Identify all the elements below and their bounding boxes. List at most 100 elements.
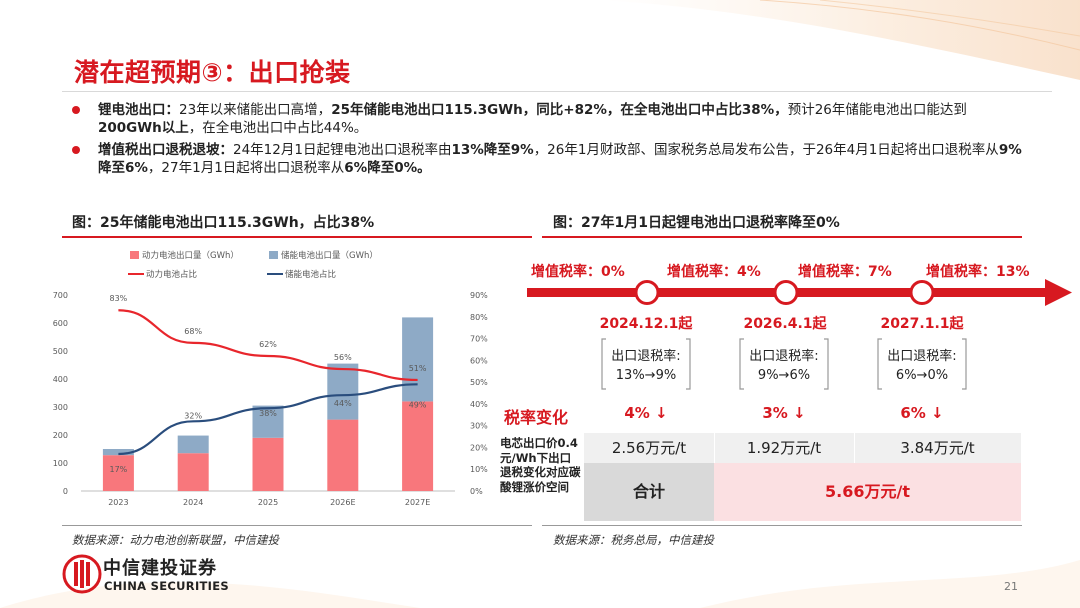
data-label-power-share: 51% <box>409 364 427 373</box>
price-cell: 3.84万元/t <box>900 439 975 457</box>
bullet-text: ，27年1月1日起将出口退税率从 <box>147 160 345 176</box>
bar-power <box>252 437 284 491</box>
left-source-rule <box>62 525 532 526</box>
bullet-text: 24年12月1日起锂电池出口退税率由 <box>233 142 452 158</box>
line-power-share <box>118 309 418 382</box>
left-axis-tick: 700 <box>53 291 68 300</box>
right-axis-tick: 0% <box>470 487 483 496</box>
refund-callout: 出口退税率: 9%→6% <box>738 337 830 391</box>
bullet-export: 锂电池出口：23年以来储能出口高增，25年储能电池出口115.3GWh，同比+8… <box>70 101 1030 137</box>
bullet-tax: 增值税出口退税退坡：24年12月1日起锂电池出口退税率由13%降至9%，26年1… <box>70 141 1030 177</box>
china-securities-logo-icon <box>62 554 102 594</box>
bullet-text: ，在全电池出口中占比44%。 <box>188 120 368 136</box>
right-figure-title: 图：27年1月1日起锂电池出口退税率降至0% <box>553 215 840 231</box>
timeline-arrow <box>527 279 1072 306</box>
callout-bracket <box>877 338 967 390</box>
bullet-lead: 锂电池出口： <box>98 102 179 118</box>
left-axis-tick: 100 <box>53 459 68 468</box>
data-label-storage-share: 17% <box>110 465 128 474</box>
right-axis-tick: 60% <box>470 356 488 365</box>
logo-text-en: CHINA SECURITIES <box>104 579 229 593</box>
milestone-date: 2027.1.1起 <box>880 316 964 332</box>
left-axis-tick: 500 <box>53 347 68 356</box>
x-axis-tick: 2025 <box>258 498 278 507</box>
data-label-storage-share: 38% <box>259 409 277 418</box>
bar-power <box>327 419 359 491</box>
bullet-text: 13%降至9% <box>451 142 534 158</box>
right-axis-tick: 90% <box>470 291 488 300</box>
callout-line2: 13%→9% <box>615 368 677 383</box>
legend-label: 储能电池出口量（GWh） <box>281 250 378 261</box>
left-figure-title: 图：25年储能电池出口115.3GWh，占比38% <box>72 215 375 231</box>
data-label-storage-share: 44% <box>334 399 352 408</box>
page-title: 潜在超预期③：出口抢装 <box>74 58 351 87</box>
bullet-text: 200GWh以上 <box>98 120 189 136</box>
bar-storage <box>177 435 209 454</box>
right-source-rule <box>542 525 1022 526</box>
rate-change-value: 6% ↓ <box>900 404 944 422</box>
callout-bracket <box>739 338 829 390</box>
total-value: 5.66万元/t <box>714 463 1021 521</box>
export-chart: 0 100 200 300 400 500 600 700 0% 10% 20% 30% 40% 50% 6… <box>53 250 488 507</box>
vat-label-4: 增值税率：4% <box>667 264 761 280</box>
vat-label-0: 增值税率：0% <box>531 264 625 280</box>
milestone-date: 2026.4.1起 <box>743 316 827 332</box>
data-label-power-share: 68% <box>184 327 202 336</box>
right-axis-tick: 20% <box>470 443 488 452</box>
callout-line1: 出口退税率: <box>887 349 957 364</box>
milestone-date: 2024.12.1起 <box>599 316 693 332</box>
logo-text-cn: 中信建投证券 <box>103 558 217 579</box>
bullet-text: 9%降至6% <box>98 142 1022 176</box>
left-axis-tick: 300 <box>53 403 68 412</box>
line-storage-share <box>118 383 418 456</box>
bullet-text: 预计26年储能电池出口能达到 <box>787 102 967 118</box>
legend-label: 动力电池出口量（GWh） <box>142 250 239 261</box>
data-label-storage-share: 49% <box>409 400 427 409</box>
bullet-text: 25年储能电池出口115.3GWh，同比+82%，在全电池出口中占比38%， <box>331 102 788 118</box>
bullet-dot-icon <box>72 146 80 154</box>
data-label-power-share: 56% <box>334 353 352 362</box>
callout-line2: 6%→0% <box>895 368 949 383</box>
callout-line1: 出口退税率: <box>749 349 819 364</box>
left-figure-rule <box>62 236 532 238</box>
left-axis-tick: 200 <box>53 431 68 440</box>
legend-swatch <box>130 251 139 259</box>
bullet-lead: 增值税出口退税退坡： <box>98 142 233 158</box>
rate-change-value: 4% ↓ <box>624 404 668 422</box>
title-divider <box>62 91 1052 92</box>
x-axis-tick: 2023 <box>108 498 128 507</box>
rate-change-value: 3% ↓ <box>762 404 806 422</box>
right-axis-tick: 10% <box>470 465 488 474</box>
bar-storage <box>252 405 284 438</box>
legend-label: 动力电池占比 <box>146 269 197 280</box>
right-axis-tick: 40% <box>470 400 488 409</box>
bullet-list: 锂电池出口：23年以来储能出口高增，25年储能电池出口115.3GWh，同比+8… <box>70 101 1030 181</box>
callout-bracket <box>601 338 691 390</box>
bar-storage <box>402 317 434 402</box>
bullet-text: 6%降至0%。 <box>344 160 431 176</box>
rate-change-label: 税率变化 <box>504 408 569 427</box>
x-axis-tick: 2027E <box>405 498 430 507</box>
bar-power <box>177 453 209 491</box>
bar-power <box>102 455 134 491</box>
right-axis-tick: 50% <box>470 378 488 387</box>
vat-label-13: 增值税率：13% <box>926 264 1030 280</box>
price-cell: 1.92万元/t <box>746 439 822 457</box>
left-axis-tick: 400 <box>53 375 68 384</box>
price-space-label: 电芯出口价0.4元/Wh下出口退税变化对应碳酸锂涨价空间 <box>500 436 581 494</box>
bar-power <box>402 401 434 491</box>
callout-line1: 出口退税率: <box>611 349 681 364</box>
page-number: 21 <box>1004 580 1018 593</box>
bullet-text: 23年以来储能出口高增， <box>179 102 332 118</box>
right-axis-tick: 80% <box>470 313 488 322</box>
bar-storage <box>102 449 134 456</box>
data-label-storage-share: 32% <box>184 411 202 420</box>
cell-divider <box>854 433 855 463</box>
bullet-dot-icon <box>72 106 80 114</box>
vat-label-7: 增值税率：7% <box>798 264 892 280</box>
right-figure-rule <box>542 236 1022 238</box>
left-axis-tick: 0 <box>63 487 68 496</box>
bullet-text: ，26年1月财政部、国家税务总局发布公告，于26年4月1日起将出口退税率从 <box>533 142 999 158</box>
bar-storage <box>327 363 359 420</box>
price-row: 2.56万元/t 1.92万元/t 3.84万元/t <box>584 433 1021 463</box>
